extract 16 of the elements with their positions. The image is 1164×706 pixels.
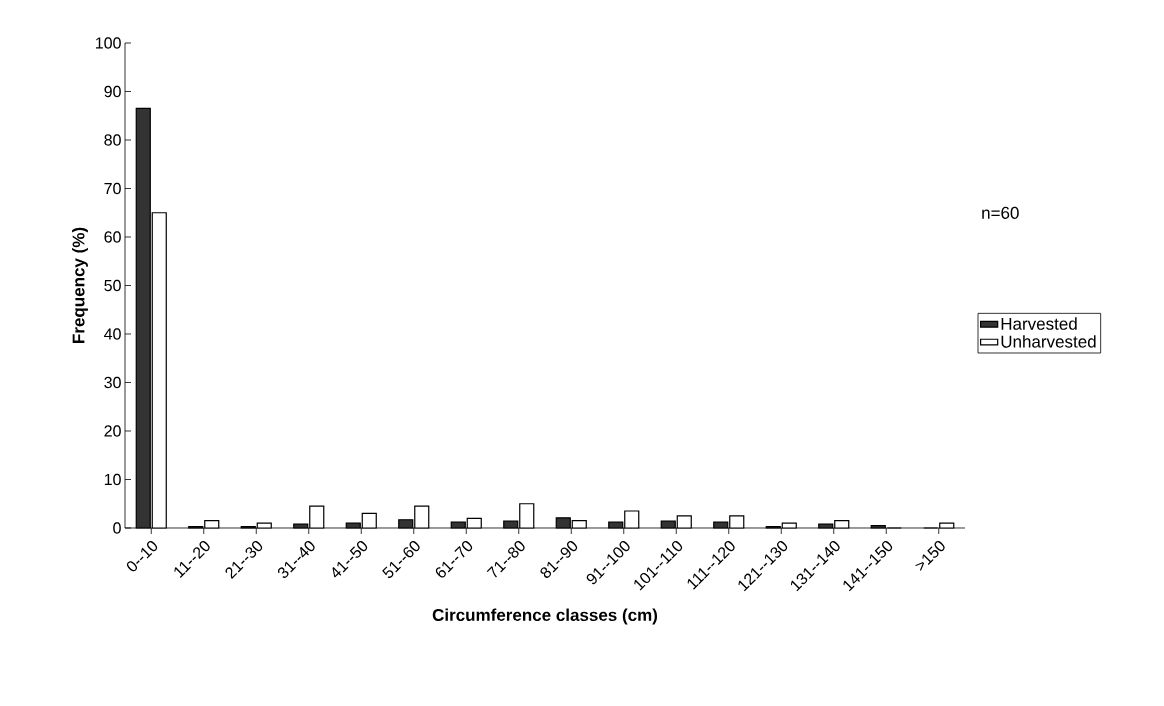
legend-label: Harvested <box>1001 317 1077 330</box>
y-tick-label: 30 <box>104 376 121 389</box>
y-tick-label: 100 <box>96 37 121 49</box>
y-tick-label: 50 <box>104 279 121 292</box>
y-tick-label: 80 <box>104 134 121 146</box>
x-axis-title: Circumference classes (cm) <box>432 608 658 625</box>
y-tick-label: 70 <box>104 182 121 195</box>
y-axis-title: Frequency (%) <box>72 227 88 343</box>
y-tick-label: 20 <box>104 425 121 437</box>
y-tick-label: 40 <box>104 328 121 340</box>
legend-title: n=60 <box>982 206 1019 219</box>
y-tick-label: 0 <box>113 522 121 534</box>
y-tick-label: 90 <box>104 85 121 98</box>
y-tick-label: 10 <box>104 473 121 486</box>
y-tick-label: 60 <box>104 231 121 243</box>
legend-label: Unharvested <box>1001 335 1096 348</box>
